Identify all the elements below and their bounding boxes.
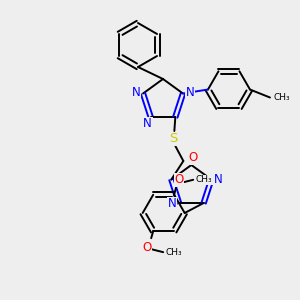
Text: O: O <box>142 241 152 254</box>
Text: CH₃: CH₃ <box>196 175 212 184</box>
Text: N: N <box>214 173 223 186</box>
Text: CH₃: CH₃ <box>274 93 290 102</box>
Text: CH₃: CH₃ <box>166 248 182 257</box>
Text: N: N <box>186 86 194 99</box>
Text: N: N <box>132 86 140 99</box>
Text: O: O <box>175 173 184 186</box>
Text: S: S <box>169 133 178 146</box>
Text: O: O <box>189 152 198 164</box>
Text: N: N <box>168 197 176 211</box>
Text: N: N <box>143 118 152 130</box>
